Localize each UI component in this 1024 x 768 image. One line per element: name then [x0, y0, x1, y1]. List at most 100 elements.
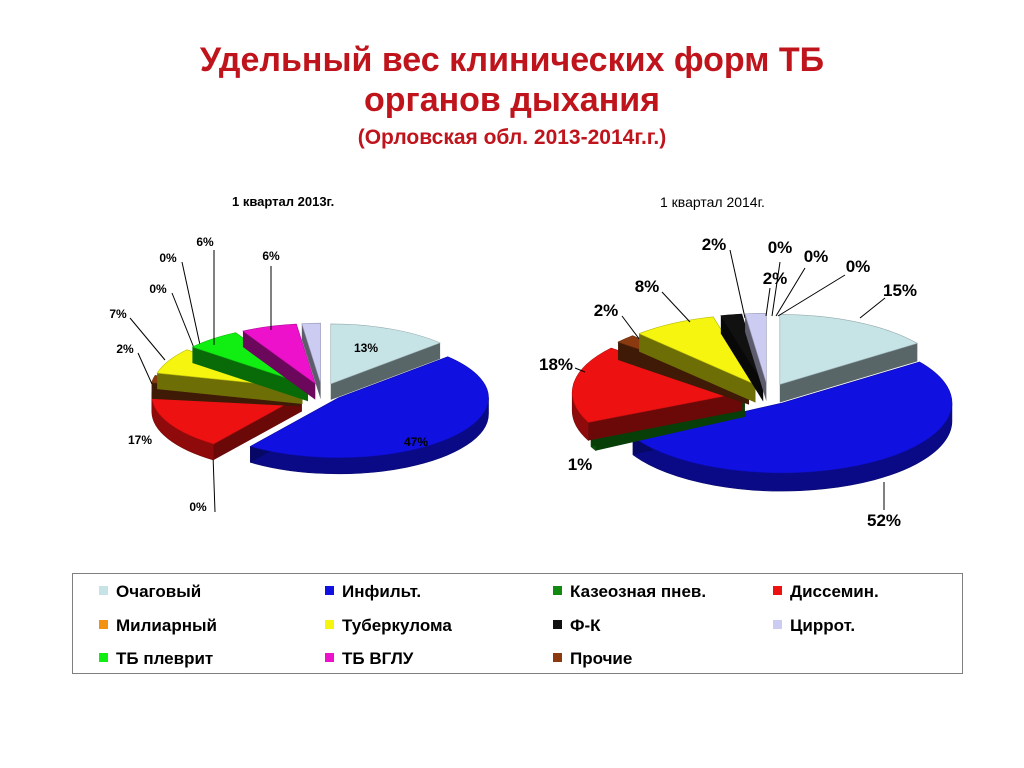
leader-line [212, 454, 216, 513]
legend-swatch [325, 586, 334, 595]
data-label: 6% [196, 235, 214, 249]
pie-slice-top [249, 356, 489, 459]
pie-slice-edge [720, 315, 764, 402]
legend-item: Инфильт. [325, 582, 421, 602]
pie-slice-edge [192, 346, 308, 402]
data-label: 2% [702, 235, 727, 254]
leader-line [661, 291, 691, 323]
pie-slice-edge [301, 323, 321, 400]
slide-subtitle: (Орловская обл. 2013-2014г.г.) [357, 126, 667, 150]
pie-slice-1-11 [301, 322, 321, 400]
legend-swatch [553, 653, 562, 662]
pie-slice-top [301, 322, 321, 384]
leader-line [574, 367, 586, 373]
pie-slice-edge [242, 331, 316, 400]
legend-item: Милиарный [99, 616, 217, 636]
pie-slice-top [638, 316, 757, 386]
leader-line [775, 267, 806, 317]
data-label: 0% [768, 238, 793, 257]
legend-swatch [99, 653, 108, 662]
legend-swatch [773, 620, 782, 629]
pie-slice-edge [779, 343, 918, 403]
pie-slice-1-1 [330, 323, 441, 400]
pie-slice-edge [330, 342, 441, 400]
data-label: 2% [763, 269, 788, 288]
data-label: 7% [109, 307, 127, 321]
data-label: 8% [635, 277, 660, 296]
pie-slice-1-2 [249, 356, 489, 475]
legend-swatch [773, 586, 782, 595]
legend-swatch [553, 586, 562, 595]
data-label: 2% [594, 301, 619, 320]
leader-line [181, 261, 201, 346]
leader-line [129, 317, 166, 361]
legend-swatch [553, 620, 562, 629]
pie-slice-top [720, 313, 764, 384]
data-label: 13% [354, 341, 378, 355]
legend-label: Прочие [570, 649, 633, 668]
pie-slice-2-2 [632, 361, 953, 492]
legend-swatch [325, 620, 334, 629]
chart-title-2013: 1 квартал 2013г. [232, 194, 335, 209]
leader-line [771, 261, 781, 317]
data-label: 0% [804, 247, 829, 266]
legend-item: ТБ ВГЛУ [325, 649, 413, 669]
pie-slice-top [632, 361, 953, 474]
data-label: 0% [189, 500, 207, 514]
slide-title-line1: Удельный вес клинических форм ТБ [199, 41, 825, 79]
data-label: 15% [883, 281, 917, 300]
leader-line [777, 274, 846, 317]
slide-title: Удельный вес клинических форм ТБ органов… [0, 40, 1024, 151]
legend-item: Казеозная пнев. [553, 582, 706, 602]
legend-item: Туберкулома [325, 616, 452, 636]
data-label: 2% [116, 342, 134, 356]
legend-swatch [99, 586, 108, 595]
legend-label: Казеозная пнев. [570, 582, 707, 601]
chart-title-2014: 1 квартал 2014г. [660, 194, 765, 210]
data-label: 0% [846, 257, 871, 276]
data-label: 0% [159, 251, 177, 265]
pie-slice-top [571, 347, 744, 423]
legend-label: Ф-К [570, 616, 601, 635]
legend-item: Очаговый [99, 582, 201, 602]
leader-line [729, 249, 746, 319]
leader-line [137, 352, 153, 385]
pie-slice-edge [588, 392, 743, 441]
legend-label: Диссемин. [790, 582, 879, 601]
leader-line [621, 315, 641, 341]
pie-slice-edge [745, 313, 767, 402]
legend: Очаговый Инфильт. Казеозная пнев. Диссемин.… [72, 573, 963, 674]
data-label: 17% [128, 433, 152, 447]
leader-line [171, 292, 195, 349]
legend-label: ТБ плеврит [116, 649, 214, 668]
data-label: 0% [149, 282, 167, 296]
data-label: 1% [568, 455, 593, 474]
data-label: 6% [262, 249, 280, 263]
data-label: 18% [539, 355, 573, 374]
slide-title-line2: органов дыхания [364, 81, 660, 120]
legend-swatch [99, 620, 108, 629]
legend-item: Прочие [553, 649, 632, 669]
data-label: 47% [404, 435, 428, 449]
legend-label: Очаговый [116, 582, 202, 601]
leader-line [765, 287, 771, 317]
legend-label: Милиарный [116, 616, 217, 635]
pie-slice-top [779, 314, 919, 385]
legend-label: Циррот. [790, 616, 856, 635]
leader-line [859, 297, 886, 319]
legend-label: Инфильт. [342, 582, 422, 601]
pie-chart-1: 13% 47% 0% 17% 2% 7% 0% 0% 6% 6% [109, 235, 489, 514]
pie-slice-edge [157, 373, 303, 405]
pie-slice-edge [213, 395, 302, 461]
pie-slice-edge [639, 333, 756, 403]
legend-label: Туберкулома [342, 616, 452, 635]
pie-slice-1-10 [242, 323, 316, 400]
legend-item: ТБ плеврит [99, 649, 213, 669]
legend-label: ТБ ВГЛУ [342, 649, 414, 668]
pie-chart-2: 15% 52% 1% 18% 2% 8% 2% 0% 0% 0% 2% [539, 235, 953, 530]
legend-item: Ф-К [553, 616, 601, 636]
pie-slice-top [330, 323, 441, 385]
pie-slice-2-1 [779, 314, 919, 403]
legend-item: Циррот. [773, 616, 855, 636]
